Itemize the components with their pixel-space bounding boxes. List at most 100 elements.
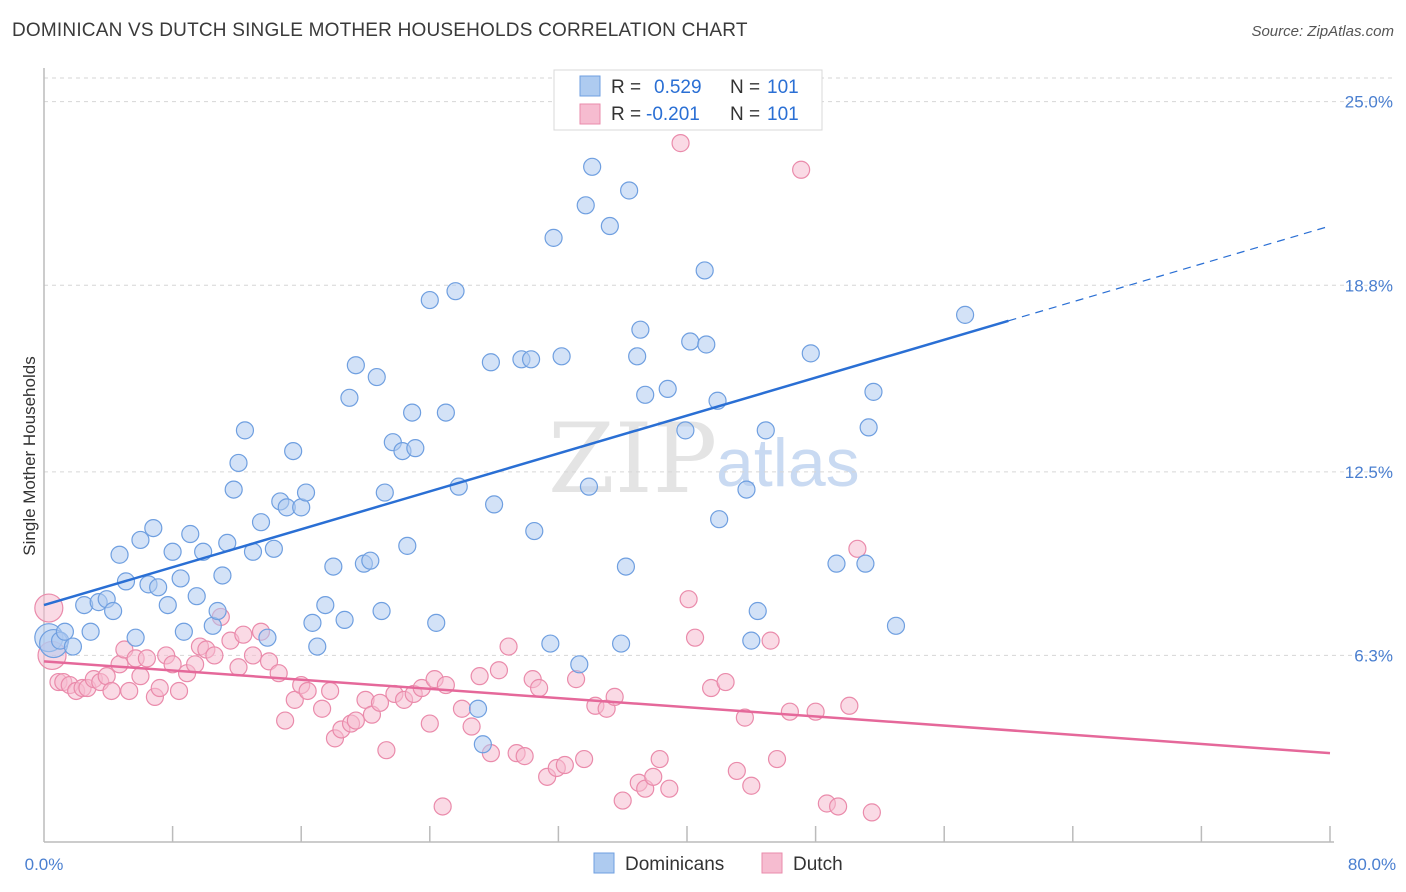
x-tick-label-min: 0.0% <box>25 855 64 874</box>
dominicans-point <box>955 305 975 324</box>
dominicans-points <box>34 157 975 754</box>
dutch-point <box>792 160 811 179</box>
dominicans-point <box>658 379 677 399</box>
dutch-point <box>229 658 248 677</box>
x-axis-ticks <box>171 826 1331 842</box>
dutch-trend-line <box>43 660 1331 755</box>
dominicans-point <box>742 631 761 650</box>
dominicans-point <box>481 353 500 372</box>
dominicans-point <box>544 228 563 247</box>
dominicans-point <box>375 483 394 502</box>
gridlines <box>44 77 1394 656</box>
dominicans-point <box>55 622 74 641</box>
dominicans-point <box>126 628 145 647</box>
dominicans-point <box>144 518 163 538</box>
dominicans-trend-extension <box>1008 225 1331 322</box>
trend-lines <box>43 225 1331 755</box>
chart-title: DOMINICAN VS DUTCH SINGLE MOTHER HOUSEHO… <box>12 20 748 41</box>
dominicans-point <box>681 332 700 351</box>
dutch-point <box>312 699 332 718</box>
dominicans-point <box>131 530 150 550</box>
bottom-legend-label-dutch: Dutch <box>793 854 843 875</box>
dominicans-point <box>620 181 639 200</box>
dominicans-point <box>473 735 492 754</box>
dominicans-point <box>187 587 206 606</box>
dominicans-point <box>296 483 316 502</box>
dutch-point <box>499 637 518 656</box>
dutch-point <box>650 749 669 769</box>
dominicans-point <box>737 480 756 499</box>
dominicans-point <box>213 566 232 585</box>
dominicans-point <box>827 554 846 573</box>
y-tick-label: 18.8% <box>1345 276 1393 295</box>
dutch-point <box>671 134 690 153</box>
y-tick-label: 12.5% <box>1345 463 1393 482</box>
dutch-point <box>34 593 64 623</box>
legend-n-value-2: 101 <box>767 104 799 125</box>
dutch-point <box>259 652 279 671</box>
dominicans-point <box>583 157 602 176</box>
dutch-point <box>433 797 452 816</box>
dominicans-point <box>346 356 365 375</box>
dutch-point <box>761 631 780 650</box>
dominicans-point <box>695 261 714 280</box>
dutch-point <box>234 625 253 644</box>
dominicans-point <box>171 569 190 588</box>
legend-r-value-1: 0.529 <box>654 77 702 98</box>
legend-r-value-2: -0.201 <box>646 104 700 125</box>
dominicans-point <box>181 524 200 544</box>
dutch-point <box>205 646 224 665</box>
dominicans-point <box>284 441 303 461</box>
dutch-point <box>780 702 799 721</box>
dominicans-trend-line <box>43 319 1009 607</box>
dutch-point <box>515 747 534 766</box>
legend-swatch-dutch <box>579 103 601 125</box>
bottom-legend-swatch-dutch <box>761 852 783 874</box>
dutch-point <box>862 803 881 822</box>
dutch-point <box>150 678 169 698</box>
dutch-point <box>644 767 663 786</box>
dutch-point <box>186 655 205 674</box>
dominicans-point <box>886 616 906 635</box>
dominicans-point <box>163 542 182 561</box>
dominicans-point <box>235 421 255 440</box>
dominicans-point <box>676 421 695 440</box>
dominicans-point <box>697 335 716 354</box>
dominicans-point <box>149 578 168 597</box>
bottom-legend-label-dominicans: Dominicans <box>625 854 724 875</box>
dominicans-point <box>859 418 878 437</box>
dominicans-point <box>340 388 359 407</box>
dutch-point <box>462 717 481 736</box>
dutch-points <box>34 134 881 822</box>
dominicans-point <box>398 536 417 555</box>
y-tick-label: 6.3% <box>1354 646 1393 665</box>
dutch-point <box>530 678 549 698</box>
dominicans-point <box>541 634 560 653</box>
dutch-point <box>735 708 754 727</box>
dominicans-point <box>521 350 541 369</box>
bottom-legend-swatch-dominicans <box>593 852 615 874</box>
y-axis-tick-labels: 6.3% 12.5% 18.8% 25.0% <box>1345 93 1393 666</box>
watermark: ZIP atlas <box>548 403 860 515</box>
legend-n-label-1: N = <box>730 77 760 98</box>
dutch-point <box>131 667 150 686</box>
series-legend: Dominicans Dutch <box>593 852 843 875</box>
dominicans-point <box>856 554 875 573</box>
dominicans-point <box>308 637 327 656</box>
dominicans-point <box>208 601 227 621</box>
dominicans-point <box>264 539 283 558</box>
dutch-point <box>420 714 439 733</box>
dutch-point <box>742 776 761 795</box>
dutch-point <box>169 681 189 701</box>
dutch-point <box>566 670 586 689</box>
dutch-point <box>575 749 594 769</box>
dominicans-point <box>525 521 544 541</box>
dominicans-point <box>748 601 767 621</box>
dutch-point <box>377 741 396 760</box>
dominicans-point <box>324 557 343 576</box>
dominicans-point <box>224 480 243 499</box>
dominicans-point <box>372 601 391 621</box>
x-tick-label-max: 80.0% <box>1348 855 1396 874</box>
dominicans-point <box>361 551 380 570</box>
